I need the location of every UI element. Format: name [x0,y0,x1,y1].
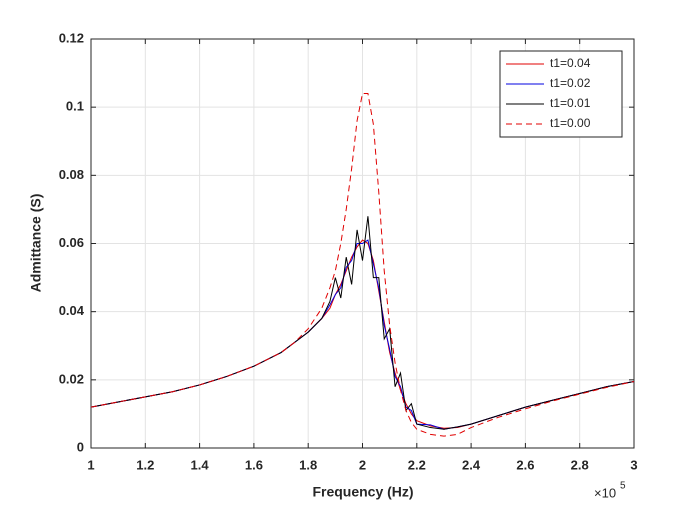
x-tick-label: 2.2 [408,457,426,472]
x-tick-label: 1.8 [299,457,317,472]
x-scale-base: ×10 [594,485,616,500]
y-tick-label: 0.1 [66,99,84,114]
axes-box [90,38,635,449]
y-tick-label: 0 [77,439,84,454]
y-tick-label: 0.02 [59,371,84,386]
x-tick-label: 1.6 [245,457,263,472]
x-tick-label: 1.2 [136,457,154,472]
x-tick-label: 2.4 [462,457,481,472]
x-tick-label: 1 [87,457,94,472]
y-tick-label: 0.08 [59,167,84,182]
x-scale-exponent: 5 [620,481,626,492]
legend-box [499,50,623,138]
legend-label: t1=0.00 [550,116,591,130]
y-tick-label: 0.12 [59,30,84,45]
series-line [90,93,635,437]
x-tick-label: 2 [359,457,366,472]
y-tick-label: 0.06 [59,235,84,250]
y-tick-label: 0.04 [59,303,85,318]
x-tick-label: 1.4 [191,457,210,472]
x-tick-label: 3 [630,457,637,472]
x-axis-label: Frequency (Hz) [312,484,413,500]
legend-label: t1=0.02 [550,76,591,90]
x-tick-label: 2.8 [571,457,589,472]
x-tick-label: 2.6 [516,457,534,472]
legend-label: t1=0.01 [550,96,591,110]
y-axis-label: Admittance (S) [28,194,44,293]
legend-label: t1=0.04 [550,56,591,70]
